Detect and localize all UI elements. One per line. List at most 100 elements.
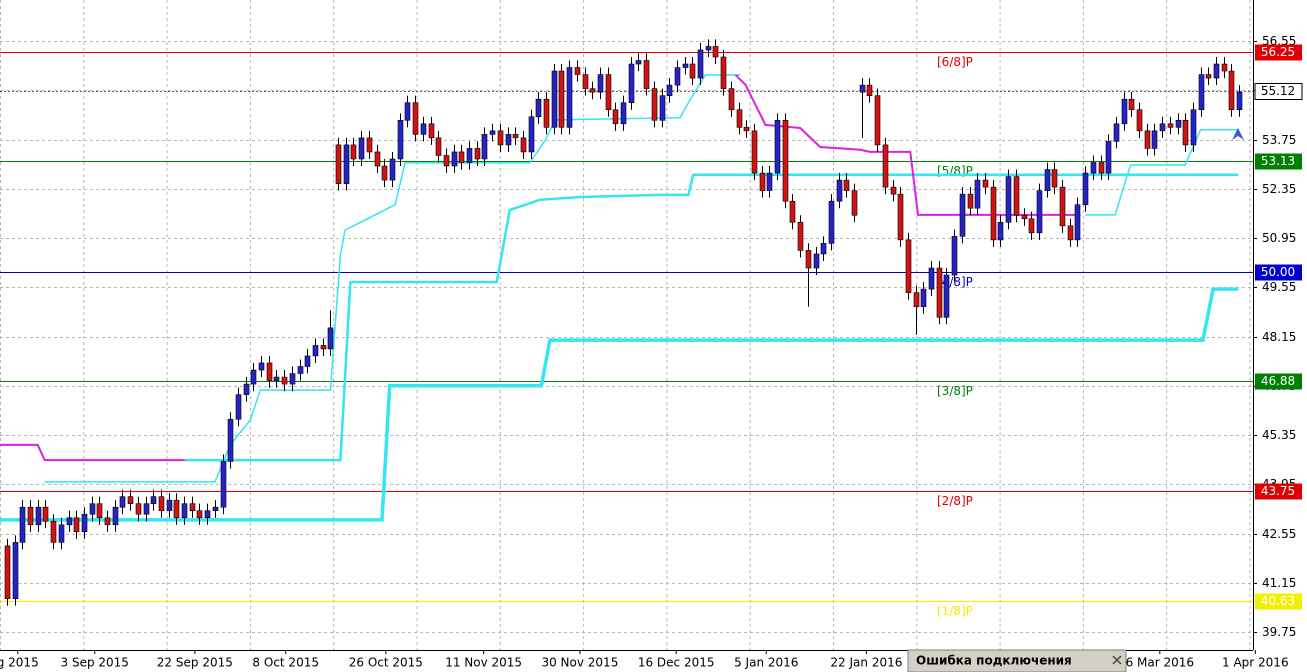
level-tag: [6/8]P [937,55,973,69]
candle-body [1159,123,1166,132]
candles [4,39,1243,606]
candle-body [227,418,234,462]
candle-body [705,46,712,51]
candle-body [874,95,881,146]
candle-body [974,179,981,209]
candle-body [543,98,550,128]
candle-body [458,151,465,163]
candle-body [358,137,365,160]
candle-body [813,253,820,269]
candle-body [258,362,265,371]
candle-body [1136,109,1143,132]
candle-body [913,292,920,308]
candle-body [428,123,435,139]
level-label-box [1255,264,1302,281]
y-tick-label: 50.95 [1262,231,1296,245]
candle-body [936,267,943,318]
status-bar: Ошибка подключения [907,649,1127,672]
candle-body [1175,119,1182,128]
candle-body [712,46,719,58]
x-tick-label: 6 Mar 2016 [1126,656,1194,670]
candle-body [528,116,535,153]
level-label-box [1255,593,1302,610]
candle-body [859,84,866,93]
candle-body [112,506,119,526]
close-icon [1112,655,1122,665]
candle-body [58,524,65,543]
candle-body [19,506,26,543]
candle-body [289,373,296,385]
candle-body [782,119,789,202]
level-tag: [2/8]P [937,494,973,508]
candle-body [1005,176,1012,223]
candle-body [828,200,835,244]
candle-body [566,67,573,128]
indicator-lines [0,74,1239,522]
candle-body [150,496,157,504]
candle-body [720,56,727,89]
candle-body [127,496,134,504]
candle-body [4,545,11,599]
levels: [6/8]P[5/8]P[4/8]P[3/8]P[2/8]P[1/8]P [0,52,1253,618]
x-tick-label: 30 Nov 2015 [541,656,618,670]
level-label: 46.88 [1261,374,1295,388]
candle-body [512,134,519,139]
close-button[interactable] [1112,655,1122,665]
candle-body [250,369,257,385]
candle-body [343,144,350,184]
candle-body [897,193,904,241]
candle-body [836,179,843,202]
level-label-box [1255,153,1302,170]
candle-body [574,67,581,75]
candle-body [1105,141,1112,174]
candle-body [281,376,288,385]
candle-body [1190,109,1197,146]
candle-body [320,345,327,350]
candle-body [843,179,850,191]
candle-body [766,172,773,191]
candle-body [1067,225,1074,241]
candle-body [374,151,381,167]
candle-body [273,376,280,381]
candle-body [605,74,612,111]
candle-body [404,102,411,121]
candle-body [350,144,357,160]
x-tick-label: 26 Oct 2015 [349,656,423,670]
candle-body [212,506,219,512]
candle-body [789,200,796,223]
candle-body [928,267,935,290]
candle-body [158,496,165,512]
candle-body [551,70,558,128]
candle-body [520,137,527,153]
candle-body [882,144,889,188]
candle-body [743,127,750,132]
candle-body [1228,70,1235,111]
candle-body [1182,119,1189,146]
candle-body [689,63,696,79]
candle-body [304,355,311,367]
y-tick-label: 45.35 [1262,428,1296,442]
candle-body [1051,169,1058,188]
candle-body [990,186,997,241]
x-tick-label: 8 Oct 2015 [252,656,319,670]
x-tick-label: 5 Jan 2016 [734,656,798,670]
candle-body [1044,169,1051,191]
candle-body [628,63,635,104]
candle-body [620,102,627,125]
candle-body [181,503,188,519]
level-label: 53.13 [1261,154,1295,168]
candle-body [166,499,173,512]
candle-body [266,362,273,381]
candle-body [866,84,873,96]
candle-body [820,243,827,255]
indicator-line [184,173,1239,462]
candle-body [481,134,488,160]
candle-body [959,193,966,237]
candle-body [535,98,542,118]
candle-body [805,250,812,269]
level-label: 43.75 [1261,484,1295,498]
candle-body [297,366,304,374]
candle-body [143,503,150,515]
candle-body [751,130,758,174]
